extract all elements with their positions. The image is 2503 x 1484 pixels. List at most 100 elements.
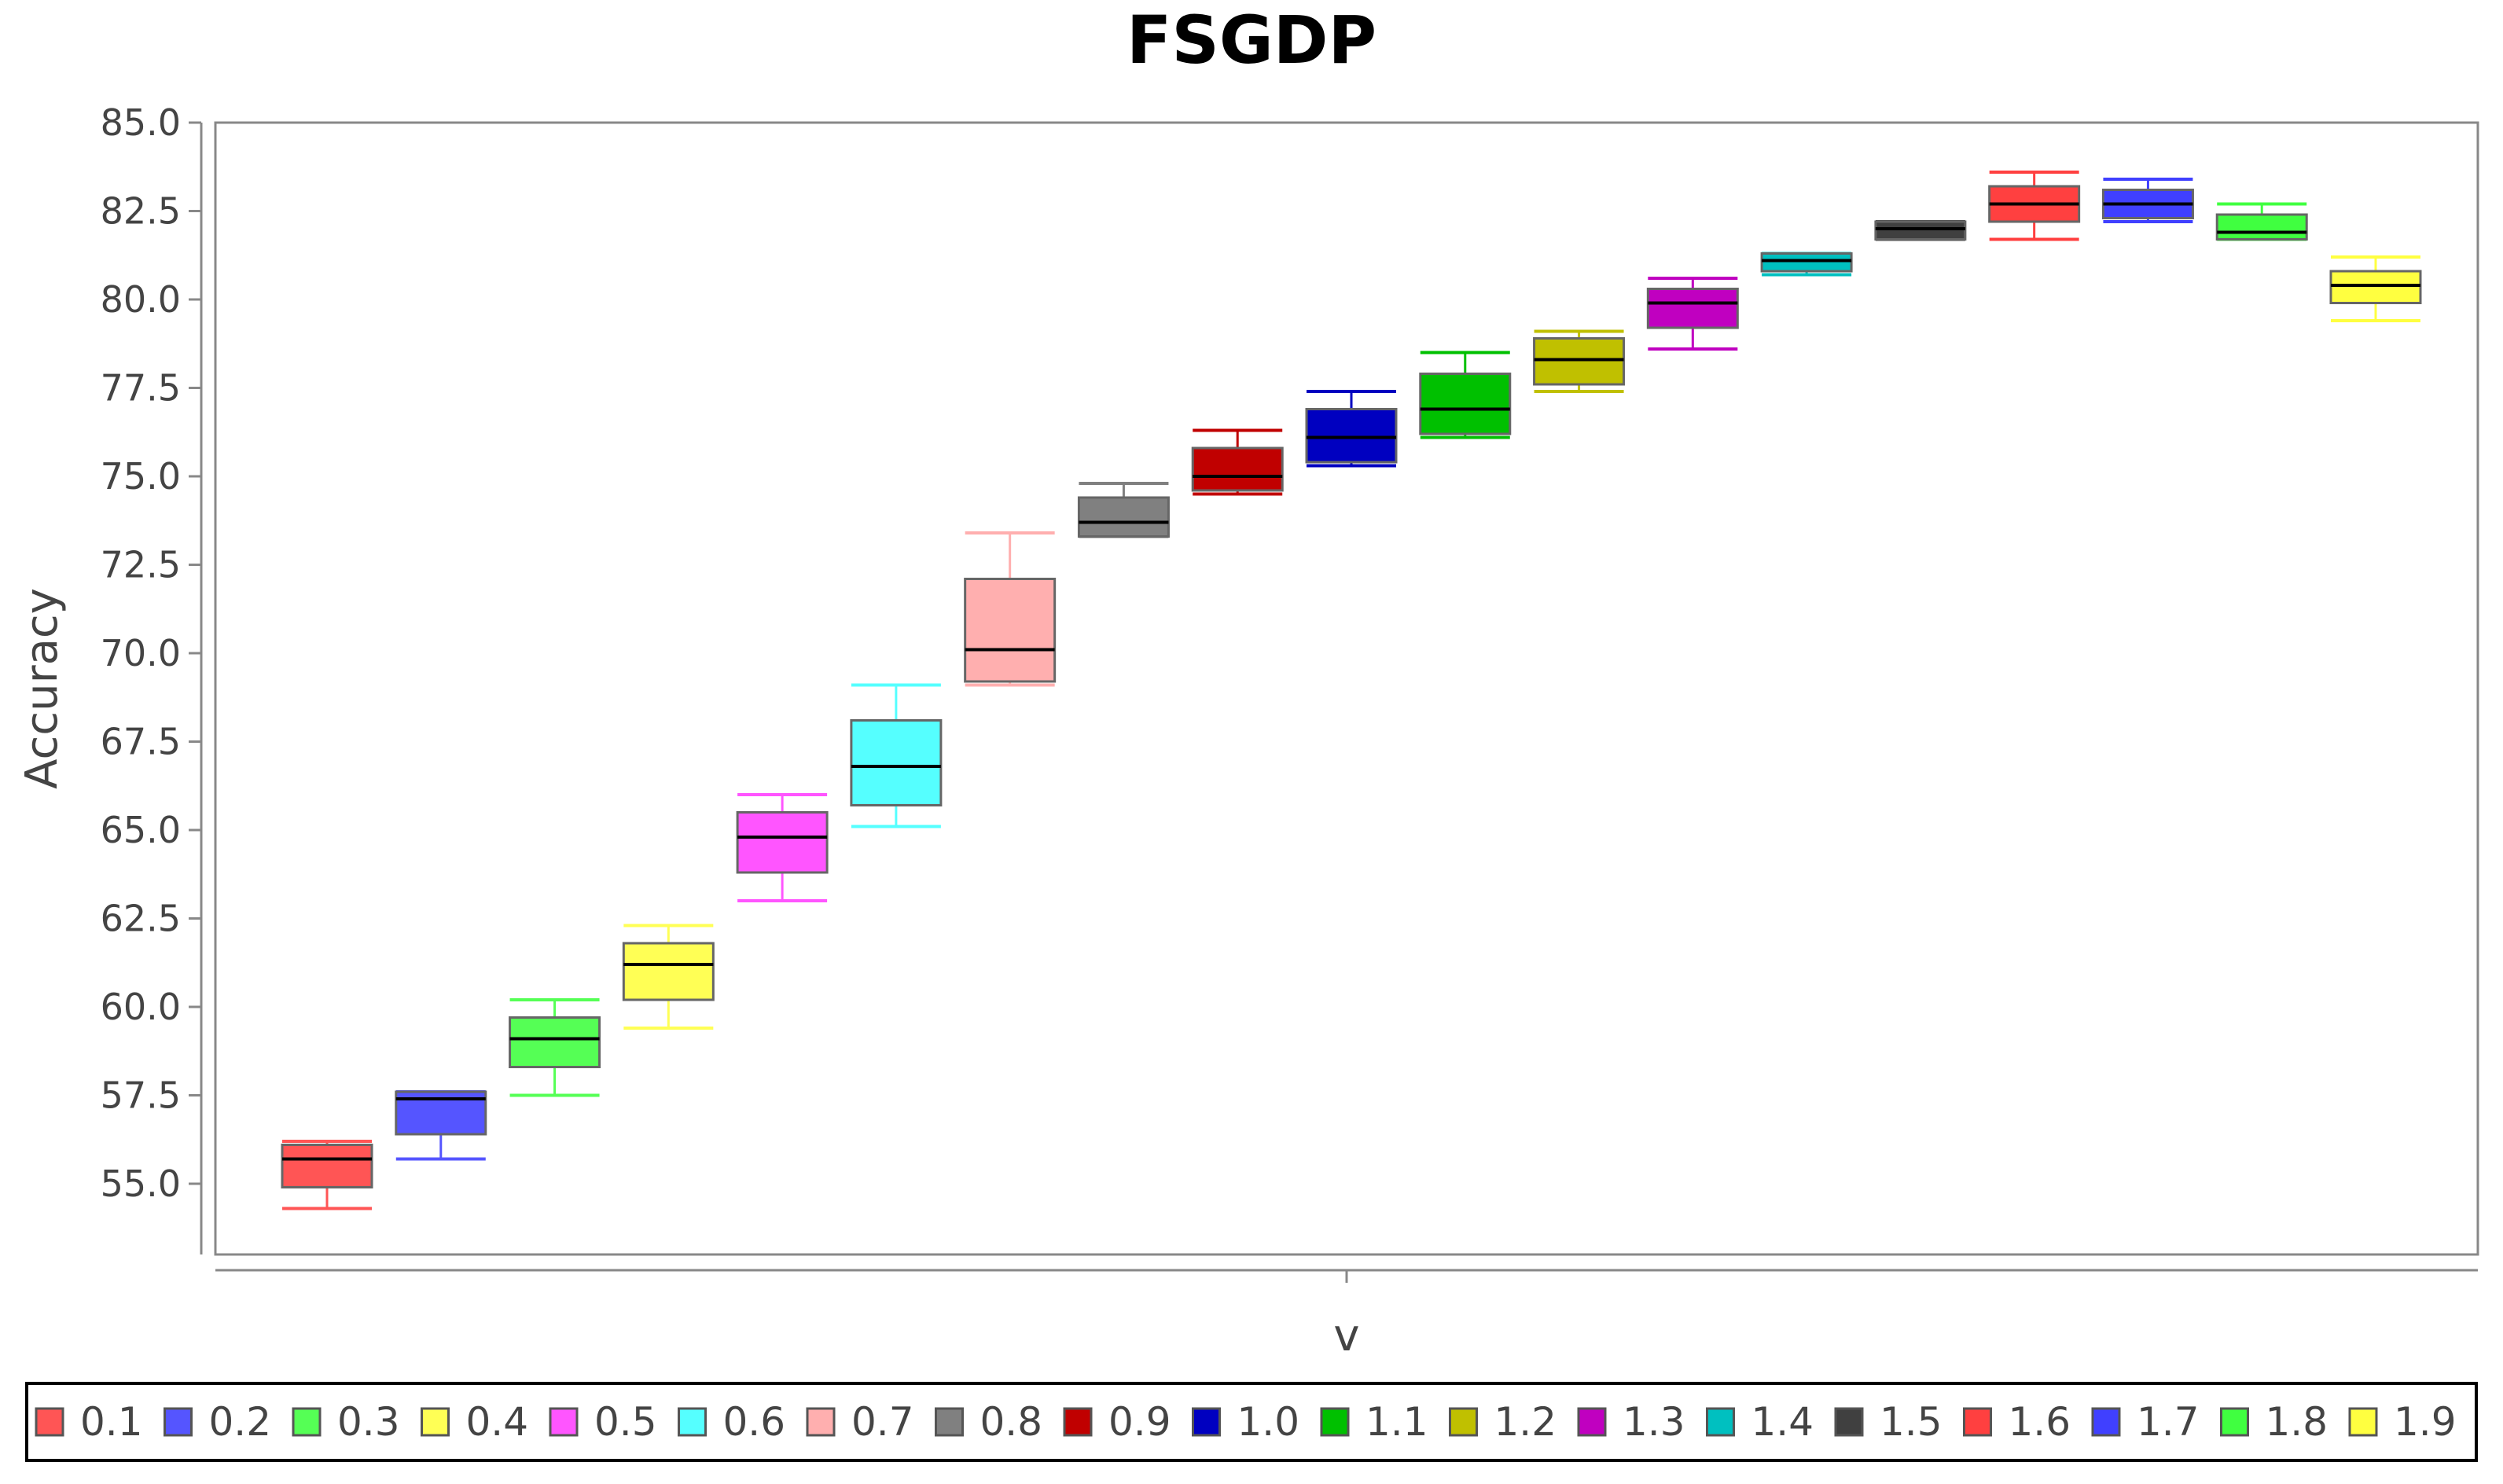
y-tick-label: 85.0 [101,101,181,144]
legend-item: 0.4 [421,1399,529,1445]
box-1.2 [1533,329,1626,393]
box-0.3 [509,998,601,1097]
legend-item: 0.1 [35,1399,143,1445]
legend-item: 1.5 [1834,1399,1942,1445]
y-tick-label: 82.5 [101,190,181,233]
y-tick-label: 55.0 [101,1163,181,1205]
legend-item: 1.2 [1449,1399,1557,1445]
y-tick-label: 62.5 [101,898,181,940]
legend-label: 1.7 [2137,1399,2200,1445]
legend-item: 1.3 [1577,1399,1685,1445]
box-0.5 [736,793,829,902]
legend-swatch [1706,1407,1735,1437]
box-1.7 [2101,178,2194,223]
legend-swatch [1449,1407,1478,1437]
box-iqr [1305,408,1398,464]
legend-label: 1.9 [2394,1399,2457,1445]
legend-swatch [2348,1407,2378,1437]
boxes-group [281,171,2422,1210]
box-1.3 [1646,277,1739,351]
legend-swatch [35,1407,64,1437]
box-iqr [509,1016,601,1068]
box-iqr [1760,252,1853,273]
legend-item: 0.5 [549,1399,657,1445]
box-1.4 [1760,252,1853,277]
legend-label: 1.0 [1237,1399,1300,1445]
y-tick-label: 70.0 [101,632,181,674]
box-iqr [1419,373,1512,435]
y-tick-label: 72.5 [101,544,181,586]
legend-label: 0.7 [851,1399,914,1445]
legend-swatch [421,1407,450,1437]
legend-label: 1.5 [1880,1399,1942,1445]
legend-swatch [1063,1407,1093,1437]
legend-item: 1.7 [2091,1399,2200,1445]
legend-item: 1.1 [1320,1399,1428,1445]
legend: 0.1 0.2 0.3 0.4 0.5 0.6 0.7 0.8 0.9 1.0 1.1 1.2 1.3 1… [25,1382,2478,1462]
legend-swatch [1192,1407,1221,1437]
box-1.6 [1988,171,2081,241]
y-tick-label: 57.5 [101,1074,181,1117]
box-iqr [964,578,1057,683]
legend-label: 0.3 [337,1399,400,1445]
legend-swatch [1834,1407,1864,1437]
box-0.7 [964,531,1057,687]
y-tick-label: 75.0 [101,455,181,498]
box-iqr [1874,220,1967,241]
legend-label: 1.6 [2009,1399,2071,1445]
legend-swatch [806,1407,836,1437]
y-axis: 55.0 57.5 60.0 62.5 65.0 67.5 70.0 72.5 75.0 77.5… [101,101,203,1254]
box-iqr [1646,288,1739,329]
box-1.8 [2215,202,2308,241]
legend-swatch [1320,1407,1350,1437]
legend-label: 0.6 [723,1399,786,1445]
legend-label: 1.3 [1623,1399,1685,1445]
box-iqr [1077,496,1170,538]
box-1.0 [1305,390,1398,468]
y-tick-label: 67.5 [101,721,181,763]
legend-item: 0.7 [806,1399,914,1445]
box-0.1 [281,1140,373,1210]
chart-title: FSGDP [1127,2,1376,79]
legend-label: 1.4 [1751,1399,1814,1445]
box-1.5 [1874,220,1967,241]
legend-swatch [2220,1407,2249,1437]
x-axis [215,1269,2478,1283]
legend-item: 1.6 [1963,1399,2071,1445]
legend-item: 0.9 [1063,1399,1171,1445]
legend-swatch [678,1407,707,1437]
legend-label: 1.1 [1365,1399,1428,1445]
legend-item: 1.8 [2220,1399,2328,1445]
legend-label: 0.4 [466,1399,529,1445]
box-0.9 [1191,428,1284,496]
box-0.8 [1077,482,1170,538]
box-0.6 [850,683,943,828]
legend-swatch [549,1407,579,1437]
box-iqr [281,1144,373,1188]
legend-label: 1.2 [1494,1399,1557,1445]
legend-swatch [164,1407,193,1437]
legend-swatch [292,1407,322,1437]
legend-label: 0.5 [594,1399,657,1445]
box-iqr [850,719,943,806]
box-0.4 [622,924,715,1030]
legend-swatch [935,1407,964,1437]
y-tick-label: 77.5 [101,367,181,410]
y-tick-label: 80.0 [101,278,181,321]
box-1.9 [2329,255,2422,322]
legend-label: 0.8 [980,1399,1043,1445]
legend-item: 0.6 [678,1399,786,1445]
x-axis-label: v [1333,1310,1359,1361]
legend-item: 0.2 [164,1399,271,1445]
legend-swatch [1577,1407,1607,1437]
legend-item: 1.4 [1706,1399,1814,1445]
legend-item: 0.8 [935,1399,1043,1445]
box-iqr [736,811,829,874]
box-iqr [2215,213,2308,241]
box-0.2 [395,1090,487,1161]
legend-swatch [1963,1407,1992,1437]
y-tick-label: 65.0 [101,809,181,851]
box-iqr [1533,337,1626,386]
legend-item: 1.0 [1192,1399,1300,1445]
